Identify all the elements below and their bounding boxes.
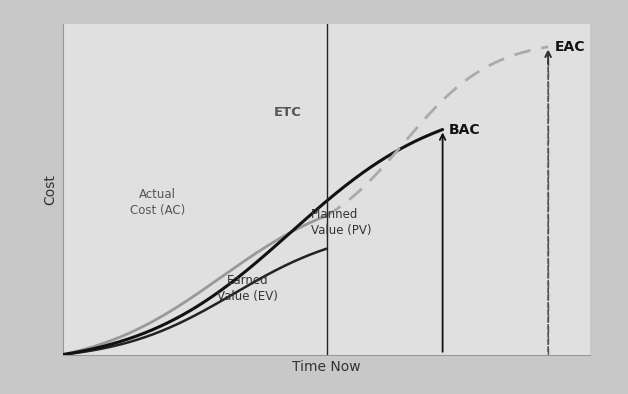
Text: EAC: EAC [555,40,585,54]
Text: Earned
Value (EV): Earned Value (EV) [217,274,278,303]
Text: BAC: BAC [449,123,480,137]
Y-axis label: Cost: Cost [43,174,57,204]
Text: Planned
Value (PV): Planned Value (PV) [311,208,371,237]
Text: Actual
Cost (AC): Actual Cost (AC) [130,188,185,217]
Text: ETC: ETC [274,106,301,119]
X-axis label: Time Now: Time Now [292,360,361,374]
